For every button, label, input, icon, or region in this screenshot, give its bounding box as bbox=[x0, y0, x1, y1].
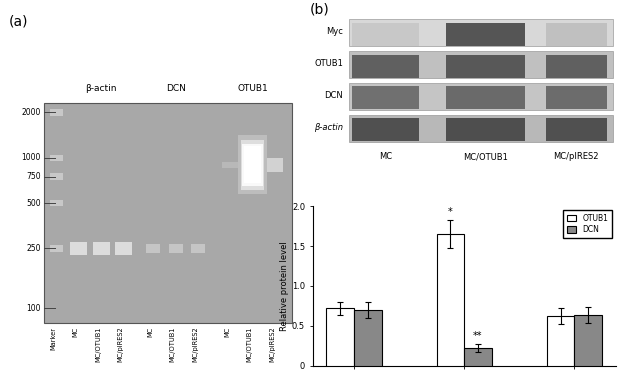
Bar bbox=[446, 118, 525, 141]
Text: MC: MC bbox=[147, 327, 153, 337]
Bar bbox=[547, 316, 575, 366]
Bar bbox=[115, 242, 132, 255]
Bar bbox=[50, 155, 63, 161]
Bar bbox=[352, 87, 419, 109]
Bar bbox=[446, 23, 525, 46]
Bar bbox=[267, 158, 283, 172]
Text: MC/OTUB1: MC/OTUB1 bbox=[246, 327, 253, 362]
Text: MC: MC bbox=[379, 153, 392, 162]
Bar bbox=[146, 244, 160, 253]
Bar bbox=[446, 54, 525, 78]
Text: 250: 250 bbox=[26, 244, 41, 253]
Bar bbox=[70, 242, 87, 255]
Bar bbox=[241, 140, 264, 189]
Bar bbox=[352, 118, 419, 141]
Bar bbox=[546, 118, 606, 141]
Bar bbox=[50, 245, 63, 252]
Text: DCN: DCN bbox=[324, 91, 343, 100]
Text: MC/pIRES2: MC/pIRES2 bbox=[192, 327, 198, 362]
Legend: OTUB1, DCN: OTUB1, DCN bbox=[563, 210, 612, 238]
Text: MC/pIRES2: MC/pIRES2 bbox=[554, 153, 599, 162]
Text: Myc: Myc bbox=[326, 27, 343, 36]
Text: MC: MC bbox=[224, 327, 230, 337]
Text: MC/OTUB1: MC/OTUB1 bbox=[463, 153, 508, 162]
Bar bbox=[243, 144, 262, 186]
Text: β-actin: β-actin bbox=[86, 84, 117, 93]
Text: MC/OTUB1: MC/OTUB1 bbox=[95, 327, 101, 362]
Bar bbox=[327, 308, 354, 366]
Bar bbox=[352, 23, 419, 46]
Bar bbox=[244, 146, 261, 183]
Bar bbox=[50, 200, 63, 206]
Bar bbox=[349, 115, 613, 142]
Text: 100: 100 bbox=[26, 304, 41, 313]
Text: MC/pIRES2: MC/pIRES2 bbox=[118, 327, 124, 362]
Text: *: * bbox=[448, 207, 453, 217]
Bar bbox=[354, 310, 381, 366]
Text: 500: 500 bbox=[26, 199, 41, 208]
Text: MC/pIRES2: MC/pIRES2 bbox=[269, 327, 275, 362]
Bar bbox=[349, 83, 613, 110]
Text: β-actin: β-actin bbox=[314, 122, 343, 132]
Text: Marker: Marker bbox=[50, 327, 56, 350]
Text: MC/OTUB1: MC/OTUB1 bbox=[170, 327, 176, 362]
Bar bbox=[546, 54, 606, 78]
Text: DCN: DCN bbox=[166, 84, 186, 93]
Text: 750: 750 bbox=[26, 172, 41, 181]
Text: MC: MC bbox=[73, 327, 79, 337]
Bar bbox=[446, 87, 525, 109]
Bar bbox=[93, 242, 110, 255]
Text: OTUB1: OTUB1 bbox=[237, 84, 268, 93]
Bar bbox=[349, 51, 613, 78]
Y-axis label: Relative protein level: Relative protein level bbox=[280, 241, 289, 331]
Bar bbox=[50, 173, 63, 180]
Bar bbox=[437, 234, 464, 366]
Text: 1000: 1000 bbox=[22, 153, 41, 162]
Text: (a): (a) bbox=[9, 15, 29, 29]
Text: (b): (b) bbox=[310, 3, 330, 17]
Bar bbox=[352, 54, 419, 78]
Bar bbox=[575, 315, 602, 366]
Bar bbox=[546, 87, 606, 109]
Bar bbox=[169, 244, 183, 253]
Text: OTUB1: OTUB1 bbox=[314, 59, 343, 68]
Bar bbox=[50, 109, 63, 116]
Bar bbox=[546, 23, 606, 46]
Bar bbox=[191, 244, 205, 253]
Bar bbox=[349, 19, 613, 46]
Text: **: ** bbox=[473, 331, 483, 341]
Text: 2000: 2000 bbox=[22, 108, 41, 117]
Bar bbox=[222, 162, 238, 168]
Bar bbox=[44, 103, 292, 323]
Bar bbox=[464, 348, 492, 366]
Bar bbox=[238, 135, 267, 194]
